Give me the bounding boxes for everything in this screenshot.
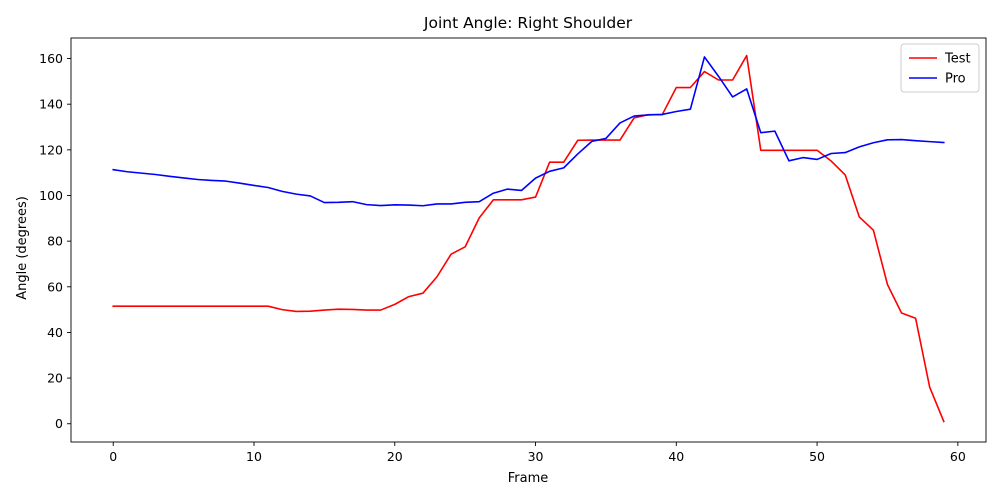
x-tick-label: 60: [950, 449, 966, 464]
x-tick-label: 20: [387, 449, 403, 464]
y-axis-label: Angle (degrees): [15, 196, 30, 300]
y-tick-label: 140: [39, 97, 63, 112]
y-tick-label: 100: [39, 188, 63, 203]
y-tick-label: 120: [39, 142, 63, 157]
x-tick-label: 40: [668, 449, 684, 464]
axes-frame: [70, 37, 987, 443]
series-line-test: [112, 54, 945, 423]
plot-background: [71, 38, 986, 442]
axes-group: 0 10 20 30 40 50 60 0 20 40 60 80 100 120 140 160: [39, 37, 987, 464]
legend-box: [900, 43, 980, 93]
x-axis-label: Frame: [508, 471, 549, 486]
y-tick-label: 20: [47, 371, 63, 386]
series-line-pro: [112, 56, 945, 207]
x-tick-label: 50: [809, 449, 825, 464]
y-tick-label: 40: [47, 325, 63, 340]
y-tick-label: 60: [47, 279, 63, 294]
legend-label-pro: Pro: [945, 72, 966, 87]
x-tick-label: 30: [528, 449, 544, 464]
x-tick-label: 0: [109, 449, 117, 464]
y-tick-label: 0: [55, 416, 63, 431]
plot-area: [71, 38, 986, 442]
y-tick-label: 160: [39, 51, 63, 66]
chart-title: Joint Angle: Right Shoulder: [423, 14, 633, 32]
legend-label-test: Test: [944, 52, 971, 67]
series-group: [112, 54, 945, 423]
legend: Test Pro: [900, 43, 980, 93]
y-tick-label: 80: [47, 234, 63, 249]
x-tick-label: 10: [246, 449, 262, 464]
